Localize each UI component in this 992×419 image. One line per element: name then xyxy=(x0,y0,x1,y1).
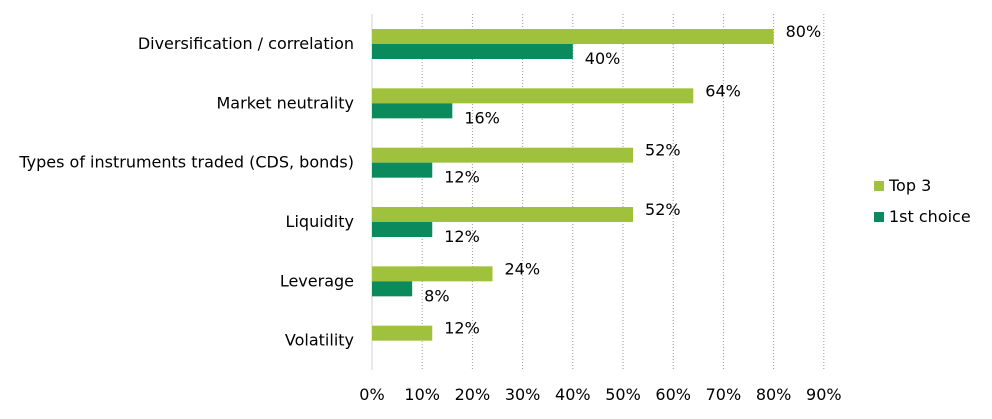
category-label: Types of instruments traded (CDS, bonds) xyxy=(18,153,354,172)
data-label: 12% xyxy=(444,227,480,246)
category-label: Liquidity xyxy=(286,212,354,231)
bar-first-choice xyxy=(372,281,413,297)
bar-top3 xyxy=(372,325,433,341)
category-label: Volatility xyxy=(285,331,354,350)
data-label: 8% xyxy=(424,286,449,305)
bar-top3 xyxy=(372,29,774,44)
data-label: 12% xyxy=(444,168,480,187)
data-label: 52% xyxy=(645,200,681,219)
x-tick-label: 40% xyxy=(555,385,591,404)
data-label: 64% xyxy=(705,81,741,100)
x-tick-label: 30% xyxy=(505,385,541,404)
x-tick-label: 70% xyxy=(706,385,742,404)
x-tick-label: 10% xyxy=(404,385,440,404)
data-label: 80% xyxy=(786,22,822,41)
data-label: 52% xyxy=(645,141,681,160)
bar-top3 xyxy=(372,88,694,104)
category-label: Diversification / correlation xyxy=(138,34,354,53)
category-label: Leverage xyxy=(280,271,354,290)
data-label: 12% xyxy=(444,319,480,338)
bar-first-choice xyxy=(372,162,433,178)
legend-label: 1st choice xyxy=(889,207,971,226)
bar-top3 xyxy=(372,147,634,163)
bar-first-choice xyxy=(372,222,433,237)
data-label: 40% xyxy=(585,49,621,68)
legend-swatch-first-choice xyxy=(874,212,884,222)
data-label: 16% xyxy=(464,108,500,127)
bar-first-choice xyxy=(372,103,453,119)
bar-first-choice xyxy=(372,44,573,59)
x-tick-label: 50% xyxy=(605,385,641,404)
x-tick-label: 80% xyxy=(756,385,792,404)
x-tick-label: 20% xyxy=(455,385,491,404)
bar-top3 xyxy=(372,207,634,222)
legend-swatch-top3 xyxy=(874,181,884,191)
x-tick-label: 90% xyxy=(806,385,842,404)
bar-top3 xyxy=(372,266,493,282)
x-tick-label: 0% xyxy=(359,385,384,404)
category-label: Market neutrality xyxy=(217,93,355,112)
x-tick-label: 60% xyxy=(655,385,691,404)
data-label: 24% xyxy=(504,259,540,278)
legend-label: Top 3 xyxy=(888,176,931,195)
